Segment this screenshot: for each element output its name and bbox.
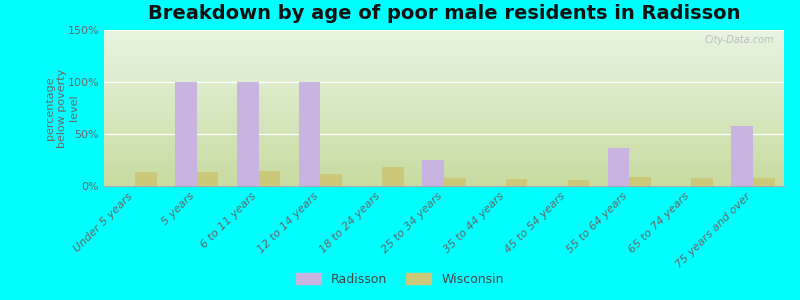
Bar bbox=[753, 178, 774, 186]
Bar bbox=[568, 180, 590, 186]
Bar bbox=[731, 126, 753, 186]
Bar bbox=[258, 171, 280, 186]
Bar bbox=[237, 82, 258, 186]
Bar bbox=[506, 179, 527, 186]
Title: Breakdown by age of poor male residents in Radisson: Breakdown by age of poor male residents … bbox=[148, 4, 740, 23]
Bar bbox=[691, 178, 713, 186]
Bar bbox=[382, 167, 404, 186]
Bar bbox=[630, 177, 651, 186]
Bar bbox=[608, 148, 630, 186]
Text: City-Data.com: City-Data.com bbox=[704, 35, 774, 45]
Bar bbox=[175, 82, 197, 186]
Y-axis label: percentage
below poverty
level: percentage below poverty level bbox=[46, 68, 78, 148]
Legend: Radisson, Wisconsin: Radisson, Wisconsin bbox=[291, 268, 509, 291]
Bar bbox=[422, 160, 444, 186]
Bar bbox=[320, 173, 342, 186]
Bar bbox=[197, 172, 218, 186]
Bar bbox=[298, 82, 320, 186]
Bar bbox=[444, 178, 466, 186]
Bar bbox=[135, 172, 157, 186]
